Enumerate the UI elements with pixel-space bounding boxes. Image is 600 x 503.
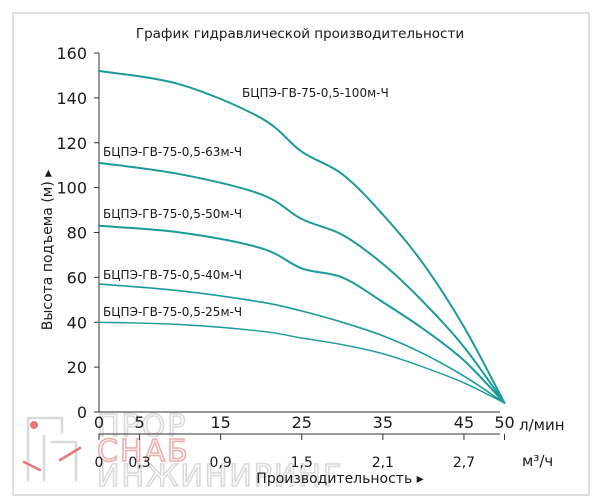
x-secondary-tick-label: 2,7 xyxy=(453,455,475,471)
x-secondary-tick-label: 0 xyxy=(95,455,104,471)
watermark-line-3: ИНЖИНИРИНГ xyxy=(97,459,343,494)
series-labels: БЦПЭ-ГВ-75-0,5-100м-Ч БЦПЭ-ГВ-75-0,5-63м-… xyxy=(103,86,389,319)
y-tick-label: 80 xyxy=(67,224,87,243)
y-tick-label: 140 xyxy=(56,89,87,108)
series-label-5: БЦПЭ-ГВ-75-0,5-25м-Ч xyxy=(103,305,242,319)
x-secondary-unit: м³/ч xyxy=(522,452,553,470)
y-tick-label: 120 xyxy=(56,134,87,153)
x-primary-tick-label: 45 xyxy=(454,413,474,432)
chart-title: График гидравлической производительности xyxy=(136,26,464,42)
series-lines xyxy=(98,69,506,404)
chart-frame xyxy=(12,12,590,496)
watermark-logo xyxy=(22,416,82,482)
watermark-line-1: ПРОР xyxy=(97,409,187,444)
series-line-2 xyxy=(98,161,506,404)
watermark: ПРОР СНАБ ИНЖИНИРИНГ xyxy=(22,408,343,495)
y-tick-label: 20 xyxy=(67,358,87,377)
y-ticks: 0 20 40 60 80 100 120 140 160 xyxy=(56,44,99,422)
y-tick-label: 40 xyxy=(67,313,87,332)
x-primary-tick-label: 50 xyxy=(494,413,514,432)
x-primary-tick-label: 35 xyxy=(373,413,393,432)
x-secondary-ticks: 0 0,3 0,9 1,5 2,1 2,7 xyxy=(95,455,476,471)
x-secondary-tick-label: 0,9 xyxy=(210,455,232,471)
y-tick-label: 60 xyxy=(67,268,87,287)
y-axis-label: Высота подъема (м) ▸ xyxy=(40,170,56,331)
y-tick-label: 100 xyxy=(56,179,87,198)
series-label-2: БЦПЭ-ГВ-75-0,5-63м-Ч xyxy=(103,145,242,159)
x-secondary-tick-label: 2,1 xyxy=(372,455,394,471)
series-line-1 xyxy=(98,69,506,404)
series-label-1: БЦПЭ-ГВ-75-0,5-100м-Ч xyxy=(242,86,389,100)
series-line-4 xyxy=(98,283,506,404)
x-primary-unit: л/мин xyxy=(519,416,565,434)
series-label-4: БЦПЭ-ГВ-75-0,5-40м-Ч xyxy=(103,268,242,282)
y-tick-label: 160 xyxy=(56,44,87,63)
x-secondary-tick-label: 1,5 xyxy=(291,455,313,471)
x-primary-ticks: 0 5 15 25 35 45 50 xyxy=(94,413,515,440)
series-line-3 xyxy=(98,224,506,404)
x-primary-tick-label: 25 xyxy=(292,413,312,432)
y-tick-label: 0 xyxy=(77,403,87,422)
x-primary-tick-label: 0 xyxy=(94,413,104,432)
watermark-line-2: СНАБ xyxy=(97,434,190,469)
x-axis-label: Производительность ▸ xyxy=(256,471,423,487)
series-line-5 xyxy=(98,321,506,404)
series-label-3: БЦПЭ-ГВ-75-0,5-50м-Ч xyxy=(103,207,242,221)
x-secondary-tick-label: 0,3 xyxy=(128,455,150,471)
x-primary-tick-label: 15 xyxy=(210,413,230,432)
x-primary-tick-label: 5 xyxy=(134,413,144,432)
